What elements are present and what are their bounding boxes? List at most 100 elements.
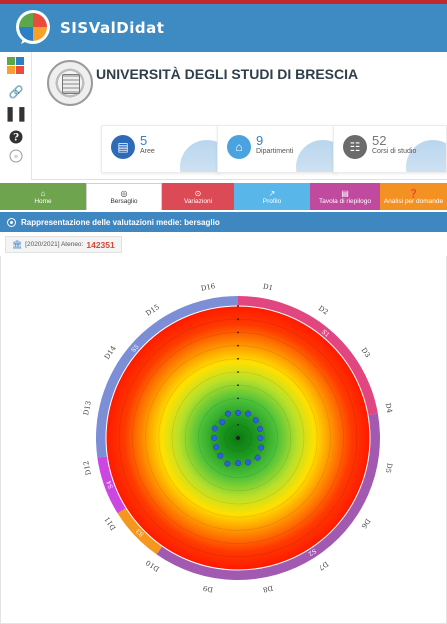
filter-value: 142351 <box>86 239 115 250</box>
app-logo-icon[interactable] <box>15 9 51 45</box>
chart-icon: ↗ <box>268 188 276 198</box>
target-icon <box>7 217 16 227</box>
data-point <box>224 460 231 467</box>
data-point <box>217 452 224 459</box>
group-ring-s3 <box>117 507 163 555</box>
question-icon: ❓ <box>408 188 419 198</box>
areas-icon: ▤ <box>111 135 135 159</box>
target-chart: S1 S2 S3 S4 S5 D1 D2 D3 D4 D5 D6 D7 D8 D9 D10 D11 D12 D13… <box>82 282 394 594</box>
filter-chip[interactable]: 🏛 [2020/2021] Ateneo: 142351 <box>5 236 122 253</box>
dimension-label: D14 <box>103 344 118 361</box>
group-label: S3 <box>135 527 146 538</box>
tab-home[interactable]: ⌂ Home <box>0 183 86 210</box>
expand-icon[interactable]: » <box>8 148 24 164</box>
data-point <box>219 419 226 426</box>
axis-tick <box>237 384 239 387</box>
table-icon: ▤ <box>341 188 349 198</box>
data-point <box>234 460 242 467</box>
axis-tick <box>237 305 239 307</box>
university-seal-icon <box>47 60 93 106</box>
group-label: S5 <box>130 343 141 354</box>
data-point <box>234 409 242 416</box>
data-point <box>212 444 220 451</box>
dimension-label: D6 <box>359 517 372 530</box>
tab-label: Analisi per domande <box>383 197 444 205</box>
stat-card-corsi[interactable]: ☷ 52 Corsi di studio <box>333 125 447 173</box>
tab-label: Variazioni <box>183 197 213 205</box>
axis-tick <box>237 357 239 360</box>
stat-label: Aree <box>140 148 155 155</box>
dimension-label: D1 <box>262 283 273 293</box>
bank-icon: 🏛 <box>12 240 23 249</box>
axis-tick <box>237 318 239 321</box>
stat-label: Dipartimenti <box>256 148 294 155</box>
dimension-label: D13 <box>82 400 93 416</box>
group-label: S2 <box>307 547 318 557</box>
axis-tick <box>237 397 239 400</box>
group-ring-s4 <box>97 456 127 514</box>
building-icon: ⌂ <box>40 188 46 198</box>
courses-icon: ☷ <box>343 135 367 159</box>
data-point <box>211 434 218 442</box>
left-rail: 🔗 ❚❚ ? » <box>0 52 32 180</box>
svg-text:?: ? <box>13 133 19 144</box>
stat-number: 52 <box>372 133 387 148</box>
apps-grid-icon[interactable] <box>7 57 25 75</box>
data-point <box>257 434 264 442</box>
app-header: SISValDidat <box>0 4 447 52</box>
dimension-label: D12 <box>82 460 93 476</box>
data-point <box>256 425 264 432</box>
dimension-label: D3 <box>360 346 372 359</box>
data-point <box>254 454 261 461</box>
dimension-label: D2 <box>317 304 330 316</box>
chart-panel: S1 S2 S3 S4 S5 D1 D2 D3 D4 D5 D6 D7 D8 D9 D10 D11 D12 D13… <box>0 256 447 624</box>
tab-analisi-per-domande[interactable]: ❓ Analisi per domande <box>380 183 447 210</box>
axis-tick <box>237 423 239 426</box>
data-point <box>258 444 265 451</box>
app-title: SISValDidat <box>60 19 165 37</box>
dimension-label: D4 <box>384 402 394 414</box>
tab-tavola-di-riepilogo[interactable]: ▤ Tavola di riepilogo <box>310 183 380 210</box>
help-icon[interactable]: ? <box>8 129 24 145</box>
axis-tick <box>237 344 239 347</box>
center-point <box>235 435 241 441</box>
tab-label: Profilo <box>262 197 282 205</box>
tab-label: Home <box>34 197 52 205</box>
stat-card-dipartimenti[interactable]: ⌂ 9 Dipartimenti <box>217 125 337 173</box>
data-point <box>252 417 259 424</box>
axis-tick <box>237 331 239 334</box>
dimension-label: D11 <box>103 515 118 532</box>
stat-label: Corsi di studio <box>372 148 417 155</box>
tab-variazioni[interactable]: ⊙ Variazioni <box>162 183 234 210</box>
data-point <box>224 410 231 417</box>
stat-number: 5 <box>140 133 148 148</box>
data-point <box>245 410 252 417</box>
stat-number: 9 <box>256 133 264 148</box>
tab-label: Bersaglio <box>110 198 138 205</box>
filter-label: [2020/2021] Ateneo: <box>25 241 84 248</box>
section-title: Rappresentazione delle valutazioni medie… <box>21 217 220 227</box>
section-title-bar: Rappresentazione delle valutazioni medie… <box>0 212 447 232</box>
tab-bar: ⌂ Home ◎ Bersaglio ⊙ Variazioni ↗ Profil… <box>0 183 447 210</box>
target-icon: ◎ <box>120 189 128 198</box>
tab-profilo[interactable]: ↗ Profilo <box>234 183 310 210</box>
group-label: S1 <box>320 329 331 339</box>
data-point <box>211 425 218 432</box>
dimension-label: D7 <box>317 560 330 572</box>
university-header: UNIVERSITÀ DEGLI STUDI DI BRESCIA ▤ 5 Ar… <box>32 52 447 180</box>
link-icon[interactable]: 🔗 <box>8 85 24 99</box>
dimension-label: D5 <box>384 462 394 473</box>
dimension-label: D15 <box>144 303 161 318</box>
group-label: S4 <box>105 479 114 489</box>
data-point <box>245 459 252 466</box>
dimension-label: D8 <box>262 584 273 594</box>
tab-bersaglio[interactable]: ◎ Bersaglio <box>86 183 162 210</box>
svg-text:»: » <box>14 152 19 161</box>
dimension-label: D10 <box>144 558 161 573</box>
stat-card-aree[interactable]: ▤ 5 Aree <box>101 125 221 173</box>
pause-icon[interactable]: ❚❚ <box>4 104 28 121</box>
dimension-label: D16 <box>200 282 216 293</box>
tab-label: Tavola di riepilogo <box>318 197 372 205</box>
department-icon: ⌂ <box>227 135 251 159</box>
top-accent-line <box>0 0 447 4</box>
